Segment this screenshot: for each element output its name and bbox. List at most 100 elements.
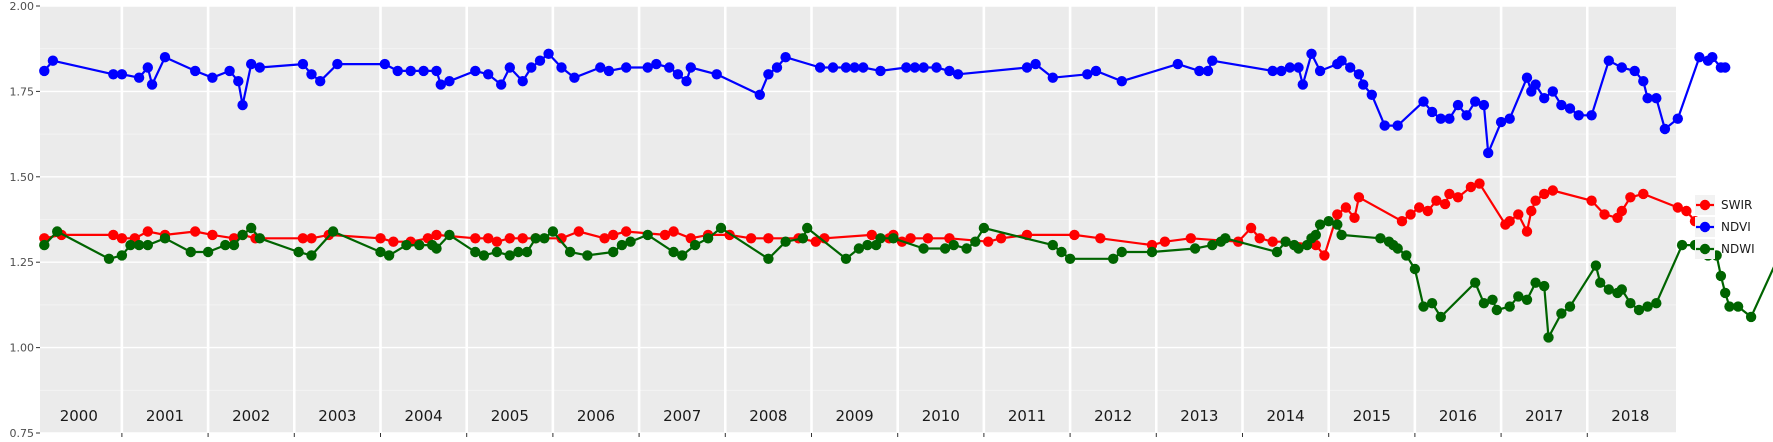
data-point [379,58,390,70]
data-point [1732,301,1744,312]
data-point [1564,301,1576,312]
data-point [1194,65,1205,77]
data-point [1314,219,1326,230]
data-point [961,243,972,254]
data-point [1720,287,1731,299]
data-point [573,226,584,237]
data-point [254,62,265,73]
data-point [1530,277,1541,288]
data-point [47,55,59,66]
data-point [237,229,248,241]
data-point [1418,96,1429,107]
data-point [1082,69,1093,80]
data-point [405,65,416,77]
data-point [875,233,886,244]
year-label: 2000 [60,407,98,425]
year-label: 2006 [577,407,615,425]
data-point [905,233,916,244]
data-point [862,239,873,251]
data-point [1349,212,1360,223]
data-point [888,233,899,244]
data-point [944,65,955,77]
data-point [1633,304,1645,316]
data-point [939,243,951,254]
data-point [254,233,265,244]
data-point [108,229,119,241]
data-point [547,226,559,237]
data-point [1444,113,1455,124]
data-point [504,62,515,73]
data-point [1358,79,1369,90]
data-point [1267,65,1278,77]
data-point [1599,209,1610,220]
data-point [246,222,257,234]
data-point [1401,250,1412,261]
data-point [1672,202,1684,213]
y-tick-label: 1.50 [10,171,35,184]
year-label: 2016 [1439,407,1477,425]
data-point [948,239,959,251]
data-point [332,58,343,70]
data-point [1439,198,1451,210]
data-point [875,65,886,77]
data-point [1069,229,1080,241]
data-point [1254,233,1265,244]
data-point [1375,233,1386,244]
data-point [1676,239,1688,251]
data-point [901,62,912,73]
data-point [810,236,821,247]
data-point [1478,298,1490,309]
data-point [1616,62,1628,73]
data-point [849,62,860,73]
data-point [1422,205,1434,217]
data-point [621,226,632,237]
data-point [745,233,757,244]
data-point [1470,277,1481,288]
data-point [922,233,934,244]
data-point [1021,62,1033,73]
data-point [1444,188,1455,200]
year-label: 2014 [1266,407,1304,425]
data-point [711,69,722,80]
year-label: 2011 [1008,407,1046,425]
data-point [603,65,615,77]
series-ndvi [39,48,1731,159]
data-point [504,233,515,244]
data-point [1672,113,1684,124]
data-point [599,233,610,244]
year-label: 2015 [1353,407,1391,425]
data-point [142,226,153,237]
data-point [478,250,490,261]
data-point [715,222,727,234]
data-point [840,253,852,264]
y-tick-label: 1.25 [10,256,35,269]
data-point [771,62,783,73]
data-point [1108,253,1119,264]
data-point [207,229,218,241]
data-point [1336,55,1347,66]
data-point [1030,58,1041,70]
year-label: 2009 [835,407,873,425]
data-point [1245,222,1257,234]
data-point [116,250,128,261]
data-point [534,55,546,66]
data-point [1319,250,1330,261]
data-point [797,233,809,244]
data-point [840,62,852,73]
data-point [116,233,128,244]
data-point [1539,93,1550,104]
data-point [1306,48,1317,59]
data-point [780,236,791,247]
data-point [103,253,115,264]
data-point [625,236,636,247]
data-point [827,62,839,73]
data-point [1586,110,1597,121]
data-point [470,65,481,77]
data-point [1396,216,1408,227]
data-point [754,89,765,101]
data-point [1405,209,1416,220]
data-point [1189,243,1201,254]
data-point [780,52,791,63]
data-point [1556,99,1567,111]
data-point [190,65,201,77]
